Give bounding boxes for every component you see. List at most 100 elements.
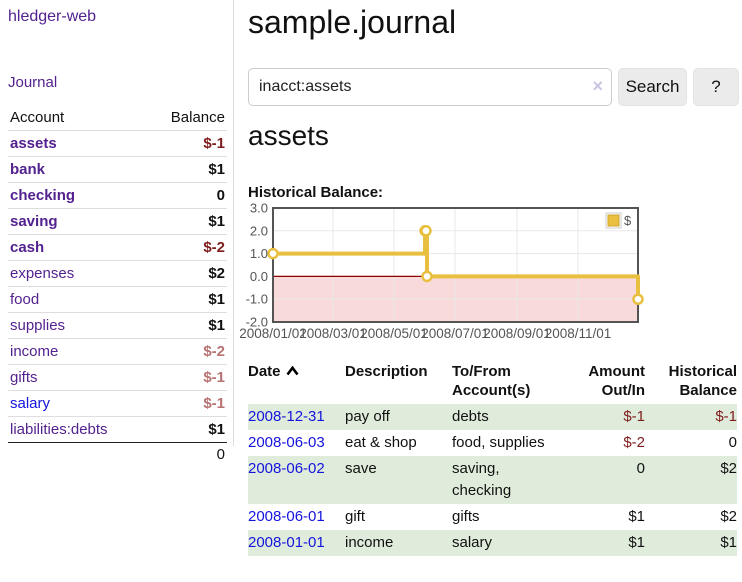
transaction-accounts: debts [452, 408, 489, 425]
accounts-total-balance: 0 [216, 446, 225, 463]
account-link-food[interactable]: food [10, 291, 40, 308]
account-link-salary[interactable]: salary [10, 395, 51, 412]
data-point-marker [267, 247, 279, 260]
x-tick-label: 2008/11/01 [545, 326, 612, 341]
search-button[interactable]: Search [618, 68, 687, 106]
register-header-accounts: To/From Account(s) [452, 363, 531, 399]
accounts-table: Account Balance assets $-1 bank $1 checking 0… [8, 105, 227, 466]
y-tick-label: -1.0 [246, 292, 268, 307]
transaction-amount: $1 [628, 534, 645, 551]
legend-swatch [607, 214, 620, 227]
register-table: Date Description To/From Account(s) Amount … [248, 360, 737, 556]
sidebar-account-row: checking 0 [8, 182, 227, 209]
account-link-income[interactable]: income [10, 343, 59, 360]
sidebar-account-row: supplies $1 [8, 312, 227, 339]
transaction-description: gift [345, 508, 366, 525]
transaction-date-link[interactable]: 2008-06-03 [248, 434, 325, 451]
accounts-header-account: Account [10, 109, 65, 126]
transaction-accounts: food, supplies [452, 434, 545, 451]
transaction-date-link[interactable]: 2008-06-01 [248, 508, 325, 525]
x-tick-label: 2008/09/01 [483, 326, 551, 341]
account-link-checking[interactable]: checking [10, 187, 76, 204]
data-point-marker [420, 225, 432, 237]
account-balance: $2 [208, 265, 225, 282]
account-link-cash[interactable]: cash [10, 239, 45, 256]
account-heading: assets [248, 120, 329, 151]
transaction-description: eat & shop [345, 434, 417, 451]
account-link-gifts[interactable]: gifts [10, 369, 38, 386]
transaction-accounts: salary [452, 534, 493, 551]
account-balance: $-1 [203, 395, 225, 412]
account-balance: $-2 [203, 239, 225, 256]
clear-search-icon[interactable]: × [592, 76, 603, 96]
account-balance: $-1 [203, 369, 225, 386]
register-header-amount: Amount Out/In [588, 363, 645, 399]
y-tick-label: 2.0 [250, 223, 268, 238]
x-tick-label: 2008/03/01 [299, 326, 367, 341]
transaction-balance: $2 [720, 508, 737, 525]
data-point-marker [632, 293, 644, 305]
transaction-description: pay off [345, 408, 390, 425]
account-balance: $1 [208, 421, 225, 438]
sidebar: hledger-web Journal Account Balance asse… [0, 0, 234, 463]
transaction-description: save [345, 460, 377, 477]
transaction-balance: $1 [720, 534, 737, 551]
page-title: sample.journal [248, 4, 457, 40]
search-input-wrap: × [248, 68, 612, 106]
transaction-accounts: gifts [452, 508, 480, 525]
transaction-balance: $2 [720, 460, 737, 477]
plot-border [272, 207, 639, 323]
account-link-expenses[interactable]: expenses [10, 265, 75, 282]
search-input[interactable] [248, 68, 612, 106]
register-row: 2008-06-01 gift gifts $1 $2 [248, 504, 737, 530]
sort-ascending-icon [285, 365, 299, 376]
search-form: × Search ? [248, 68, 742, 106]
sidebar-account-row: expenses $2 [8, 260, 227, 287]
transaction-date-link[interactable]: 2008-01-01 [248, 534, 325, 551]
account-balance: $1 [208, 213, 225, 230]
y-tick-label: -2.0 [246, 315, 268, 330]
register-row: 2008-06-02 save saving, checking 0 $2 [248, 456, 737, 504]
transaction-accounts: saving, checking [452, 460, 512, 499]
y-tick-label: 1.0 [250, 246, 268, 261]
accounts-header-balance: Balance [170, 109, 225, 126]
account-link-bank[interactable]: bank [10, 161, 46, 178]
transaction-balance: $-1 [715, 408, 737, 425]
account-link-liabilities-debts[interactable]: liabilities:debts [10, 421, 108, 438]
register-row: 2008-06-03 eat & shop food, supplies $-2 0 [248, 430, 737, 456]
x-tick-label: 2008/01/01 [239, 326, 307, 341]
nav-journal-link[interactable]: Journal [8, 74, 58, 91]
legend-label: $ [624, 213, 632, 228]
account-link-assets[interactable]: assets [10, 135, 57, 152]
account-link-supplies[interactable]: supplies [10, 317, 66, 334]
register-header-balance: Historical Balance [668, 363, 737, 399]
account-balance: 0 [216, 187, 225, 204]
account-balance: $1 [208, 317, 225, 334]
y-tick-label: 3.0 [250, 201, 268, 216]
account-link-saving[interactable]: saving [10, 213, 58, 230]
sidebar-account-row: food $1 [8, 286, 227, 313]
transaction-balance: 0 [728, 434, 737, 451]
register-header-description: Description [345, 363, 428, 380]
app-title-link[interactable]: hledger-web [8, 8, 97, 25]
sidebar-account-row: income $-2 [8, 338, 227, 365]
x-tick-label: 2008/07/01 [421, 326, 489, 341]
transaction-date-link[interactable]: 2008-06-02 [248, 460, 325, 477]
sidebar-account-row: saving $1 [8, 208, 227, 235]
sidebar-account-row: liabilities:debts $1 [8, 416, 227, 443]
x-tick-label: 2008/05/01 [360, 326, 428, 341]
sidebar-account-row: assets $-1 [8, 130, 227, 157]
transaction-amount: $-2 [623, 434, 645, 451]
help-button[interactable]: ? [693, 68, 739, 106]
transaction-date-link[interactable]: 2008-12-31 [248, 408, 325, 425]
transaction-description: income [345, 534, 394, 551]
register-header-date[interactable]: Date [248, 360, 345, 404]
sidebar-account-row: cash $-2 [8, 234, 227, 261]
account-balance: $1 [208, 161, 225, 178]
accounts-total-row: 0 [8, 442, 227, 467]
sidebar-account-row: gifts $-1 [8, 364, 227, 391]
account-balance: $-2 [203, 343, 225, 360]
sidebar-account-row: bank $1 [8, 156, 227, 183]
data-point-marker [421, 270, 433, 283]
y-tick-label: 0.0 [250, 269, 268, 284]
